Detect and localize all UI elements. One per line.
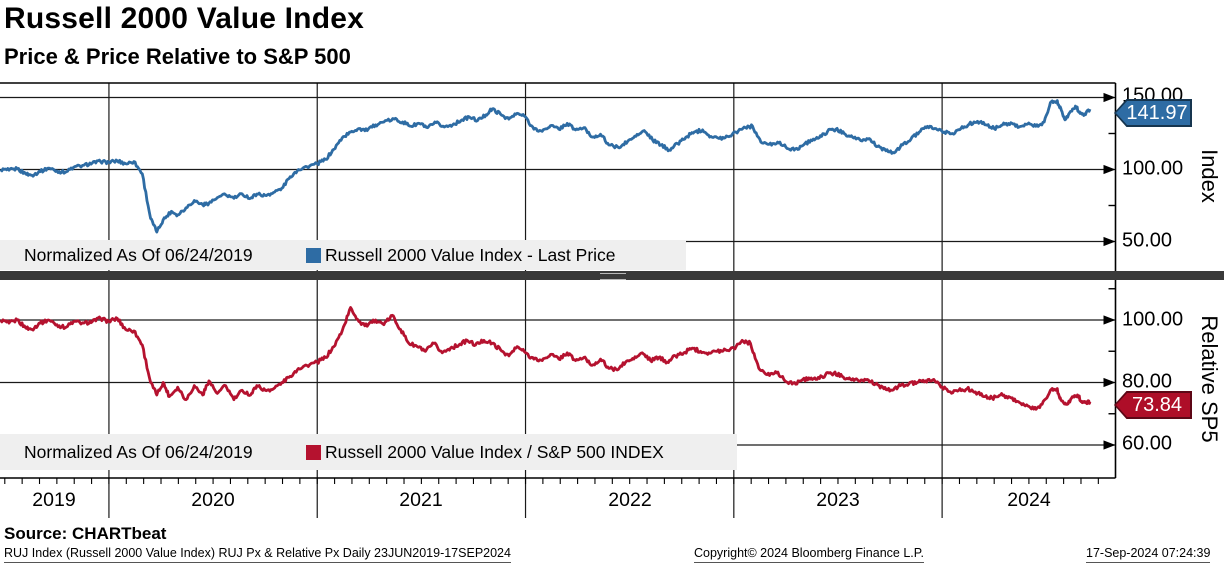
bottom-axis-title: Relative SP5 bbox=[1197, 315, 1222, 443]
x-label-2021: 2021 bbox=[399, 489, 443, 511]
price-last-value: 141.97 bbox=[1116, 101, 1190, 125]
top-axis-title: Index bbox=[1197, 149, 1222, 203]
price-series-legend-label[interactable]: Russell 2000 Value Index - Last Price bbox=[325, 244, 616, 265]
bottom-normalized-note: Normalized As Of 06/24/2019 bbox=[24, 441, 253, 462]
relative-series-legend-label[interactable]: Russell 2000 Value Index / S&P 500 INDEX bbox=[325, 441, 664, 462]
price-series-swatch-icon bbox=[306, 247, 321, 263]
x-label-2024: 2024 bbox=[1007, 489, 1051, 511]
bottom-tick-100: 100.00 bbox=[1122, 308, 1184, 331]
x-label-2023: 2023 bbox=[816, 489, 860, 511]
relative-last-value-badge: 73.84 bbox=[1114, 391, 1192, 419]
bottom-panel-legend: Normalized As Of 06/24/2019 Russell 2000… bbox=[0, 434, 737, 470]
top-tick-100: 100.00 bbox=[1122, 157, 1184, 180]
page-subtitle: Price & Price Relative to S&P 500 bbox=[4, 44, 351, 69]
x-label-2022: 2022 bbox=[608, 489, 652, 511]
footer-timestamp: 17-Sep-2024 07:24:39 bbox=[1086, 546, 1211, 563]
price-last-value-badge: 141.97 bbox=[1114, 99, 1192, 127]
bottom-tick-60: 60.00 bbox=[1122, 432, 1173, 455]
source-label: Source: CHARTbeat bbox=[4, 524, 167, 543]
footer-copyright: Copyright© 2024 Bloomberg Finance L.P. bbox=[694, 546, 924, 563]
page-title: Russell 2000 Value Index bbox=[4, 2, 364, 35]
panel-splitter[interactable] bbox=[0, 271, 1224, 280]
top-panel-legend: Normalized As Of 06/24/2019 Russell 2000… bbox=[0, 240, 686, 270]
x-label-2019: 2019 bbox=[32, 489, 76, 511]
top-normalized-note: Normalized As Of 06/24/2019 bbox=[24, 244, 253, 265]
footer-description: RUJ Index (Russell 2000 Value Index) RUJ… bbox=[4, 546, 511, 563]
splitter-grip-icon[interactable] bbox=[600, 273, 626, 280]
relative-series-swatch-icon bbox=[306, 444, 321, 460]
bottom-tick-80: 80.00 bbox=[1122, 370, 1173, 393]
x-label-2020: 2020 bbox=[191, 489, 235, 511]
relative-last-value: 73.84 bbox=[1116, 393, 1190, 417]
top-tick-50: 50.00 bbox=[1122, 229, 1173, 252]
